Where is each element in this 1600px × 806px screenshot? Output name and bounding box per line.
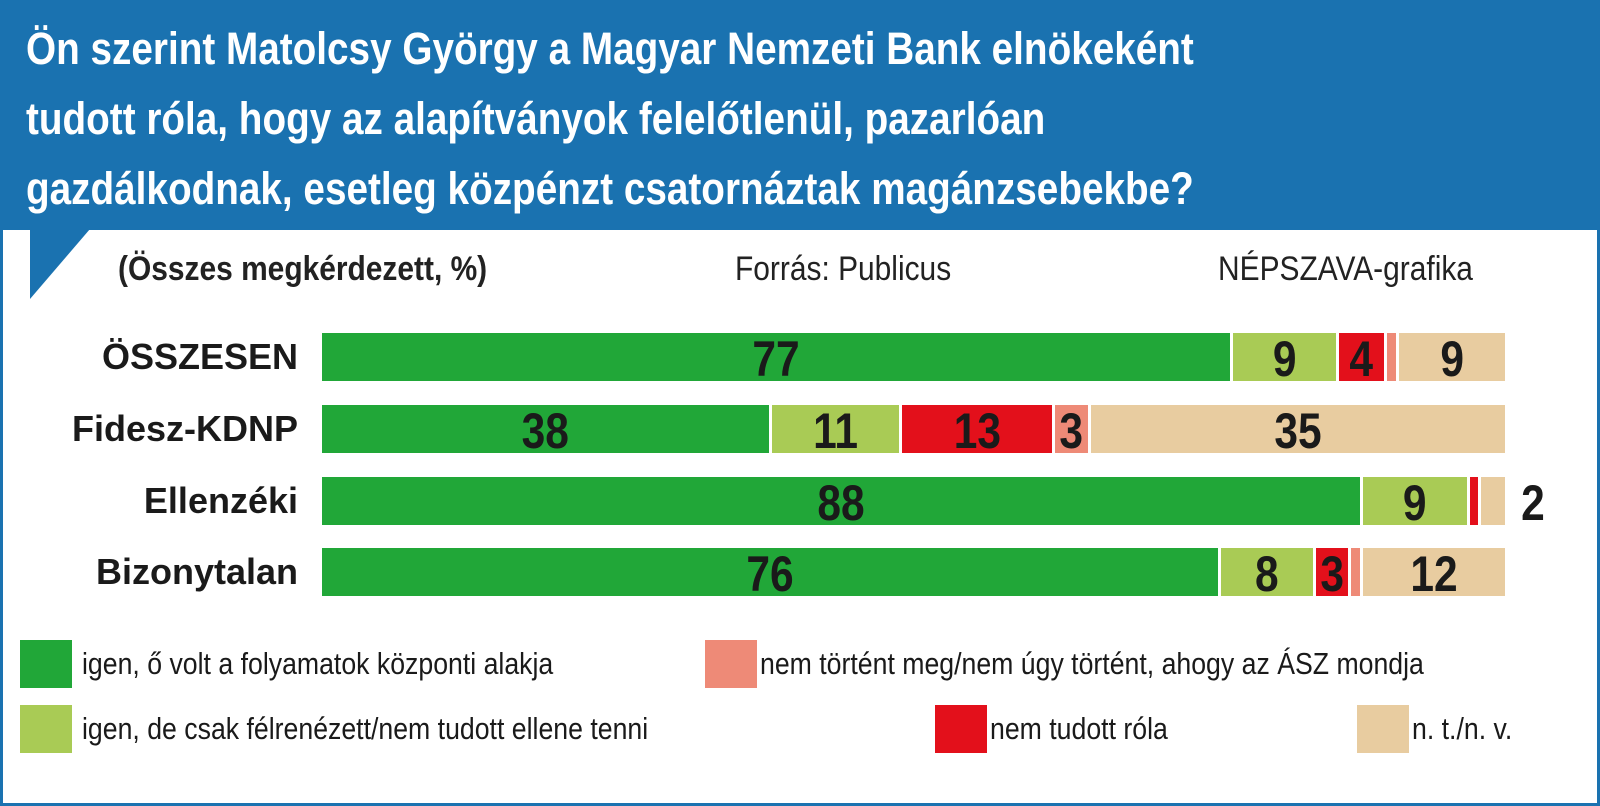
- bar-segment: [901, 405, 1053, 453]
- bar-segment: [1481, 477, 1505, 525]
- bar-value-label: 35: [1274, 403, 1322, 459]
- legend-label: nem történt meg/nem úgy történt, ahogy a…: [760, 646, 1424, 681]
- bar-value-label: 3: [1059, 403, 1084, 459]
- bar-segment: [322, 477, 1361, 525]
- bar-segment: [1232, 333, 1337, 381]
- legend-swatch: [935, 705, 987, 753]
- bar-value-label: 9: [1402, 475, 1427, 531]
- bar-value-label: 2: [1521, 475, 1545, 531]
- title-banner: [0, 0, 1600, 230]
- bar-value-label: 88: [817, 475, 865, 531]
- bar-segment: [1363, 548, 1505, 596]
- bar-segment: [322, 333, 1230, 381]
- bar-value-label: 3: [1320, 546, 1344, 602]
- bar-value-label: 11: [812, 403, 858, 459]
- bar-value-label: 9: [1439, 331, 1464, 387]
- bar-value-label: 8: [1255, 546, 1279, 602]
- legend-swatch: [705, 640, 757, 688]
- bar-segment: [1351, 548, 1361, 596]
- bar-value-label: 9: [1272, 331, 1297, 387]
- row-label: Fidesz-KDNP: [71, 408, 298, 449]
- chart-title: Ön szerint Matolcsy György a Magyar Nemz…: [26, 14, 1194, 224]
- title-line: Ön szerint Matolcsy György a Magyar Nemz…: [26, 23, 1194, 74]
- bar-segment: [1363, 477, 1467, 525]
- subtitle: (Összes megkérdezett, %): [118, 250, 488, 288]
- legend-label: igen, ő volt a folyamatok központi alakj…: [82, 646, 554, 681]
- speech-bubble-tail: [30, 229, 90, 299]
- bar-value-label: 4: [1349, 331, 1374, 387]
- bar-value-label: 77: [752, 331, 800, 387]
- bar-value-label: 76: [746, 546, 794, 602]
- bar-segment: [1055, 405, 1088, 453]
- bar-segment: [1090, 405, 1505, 453]
- bar-value-label: 12: [1410, 546, 1458, 602]
- title-line: gazdálkodnak, esetleg közpénzt csatornáz…: [26, 163, 1194, 214]
- bar-segment: [1469, 477, 1479, 525]
- bar-segment: [322, 405, 769, 453]
- legend-label: n. t./n. v.: [1412, 711, 1513, 746]
- title-line: tudott róla, hogy az alapítványok felelő…: [26, 93, 1046, 144]
- source-note: Forrás: Publicus: [735, 250, 952, 288]
- legend-swatch: [20, 705, 72, 753]
- bar-segment: [1339, 333, 1384, 381]
- legend-label: igen, de csak félrenézett/nem tudott ell…: [82, 711, 649, 746]
- bar-value-label: 38: [521, 403, 569, 459]
- bar-segment: [322, 548, 1219, 596]
- row-label: ÖSSZESEN: [101, 336, 298, 377]
- bar-segment: [1221, 548, 1313, 596]
- legend-swatch: [1357, 705, 1409, 753]
- credit-note: NÉPSZAVA-grafika: [1218, 250, 1473, 288]
- bar-segment: [1398, 333, 1505, 381]
- bar-value-label: 13: [953, 403, 1001, 459]
- bar-segment: [771, 405, 899, 453]
- row-label: Ellenzéki: [143, 480, 298, 521]
- legend-label: nem tudott róla: [990, 711, 1168, 746]
- bar-segment: [1386, 333, 1396, 381]
- legend-swatch: [20, 640, 72, 688]
- bar-segment: [1315, 548, 1349, 596]
- row-label: Bizonytalan: [95, 551, 298, 592]
